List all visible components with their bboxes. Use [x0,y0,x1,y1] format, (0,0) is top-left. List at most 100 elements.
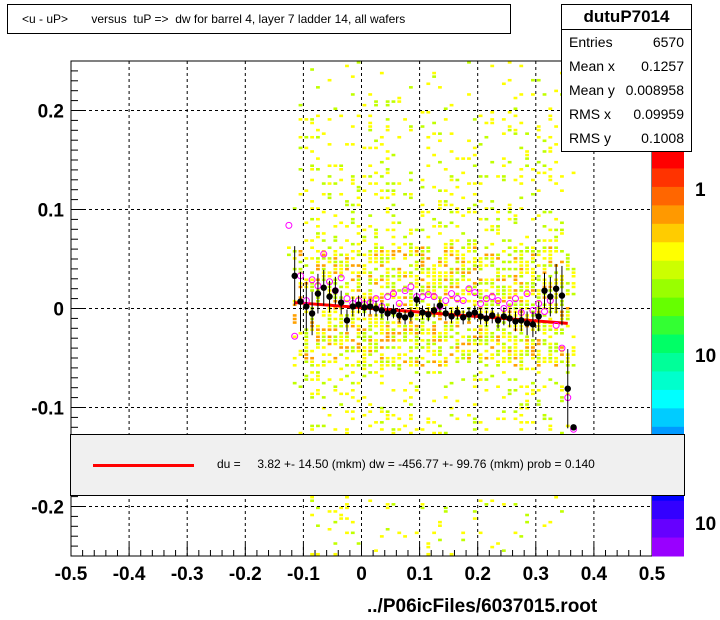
scatter-cell [414,388,419,392]
scatter-cell [548,360,553,364]
profile-black-point [448,313,455,320]
scatter-cell [339,274,344,278]
scatter-cell [333,328,338,331]
scatter-cell [472,417,477,421]
scatter-cell [316,364,320,367]
scatter-cell [513,378,518,381]
scatter-cell [368,164,373,168]
profile-black-point [436,302,444,309]
scatter-cell [490,299,495,303]
scatter-cell [571,346,576,349]
scatter-cell [362,228,367,232]
scatter-cell [368,260,373,264]
stats-label: Entries [569,34,613,50]
scatter-cell [327,510,332,513]
scatter-cell [554,125,559,128]
scatter-cell [565,257,570,260]
scatter-cell [513,274,518,278]
scatter-cell [426,342,431,346]
scatter-cell [461,271,466,274]
scatter-cell [385,100,390,103]
scatter-cell [467,182,471,185]
scatter-cell [438,160,442,164]
scatter-cell [548,146,553,150]
scatter-cell [339,367,344,371]
profile-black-point [477,313,484,320]
scatter-cell [345,331,349,335]
scatter-cell [356,289,361,292]
x-tick-label: 0.4 [581,564,608,585]
scatter-cell [432,321,437,324]
scatter-cell [565,292,570,296]
scatter-cell [432,296,437,299]
scatter-cell [356,364,361,367]
scatter-cell [554,328,559,331]
scatter-cell [327,328,332,331]
scatter-cell [560,331,564,335]
scatter-cell [461,214,466,217]
scatter-cell [339,331,344,335]
scatter-cell [339,339,344,342]
scatter-cell [461,378,466,381]
scatter-cell [548,417,553,421]
scatter-cell [565,307,570,310]
scatter-cell [385,207,390,210]
scatter-cell [536,289,541,292]
profile-black-point [535,313,542,320]
scatter-cell [356,360,361,364]
scatter-cell [565,267,570,271]
scatter-cell [571,285,576,289]
scatter-cell [385,118,390,121]
scatter-cell [397,324,402,328]
scatter-cell [408,274,413,278]
scatter-cell [414,274,419,278]
scatter-cell [356,542,361,545]
scatter-cell [304,374,309,378]
scatter-cell [513,346,518,349]
scatter-cell [321,264,326,267]
scatter-cell [339,392,344,396]
scatter-cell [397,289,402,292]
scatter-cell [501,549,506,552]
scatter-cell [548,264,553,267]
scatter-cell [513,364,518,367]
scatter-cell [507,210,512,214]
scatter-cell [345,267,349,271]
scatter-cell [304,278,309,282]
scatter-cell [449,381,454,385]
scatter-cell [385,171,390,175]
scatter-cell [345,203,349,207]
profile-magenta-point [395,300,403,308]
profile-black-point [471,309,478,316]
scatter-cell [379,381,384,385]
stats-value: 0.1257 [641,58,684,74]
scatter-cell [507,353,512,356]
scatter-cell [408,303,413,307]
scatter-cell [362,335,367,339]
scatter-cell [461,257,466,260]
scatter-cell [350,317,355,321]
scatter-cell [368,296,373,299]
scatter-cell [368,353,373,356]
scatter-cell [397,249,402,253]
scatter-cell [298,168,303,171]
scatter-cell [397,339,402,342]
scatter-cell [432,324,437,328]
scatter-cell [368,328,373,331]
scatter-cell [449,175,454,178]
scatter-cell [432,349,437,353]
scatter-cell [426,349,431,353]
scatter-cell [356,274,361,278]
scatter-cell [292,317,297,321]
scatter-cell [542,139,547,143]
scatter-cell [333,317,338,321]
scatter-cell [455,339,460,342]
scatter-cell [438,339,442,342]
scatter-cell [385,228,390,232]
scatter-cell [530,249,535,253]
scatter-cell [496,217,500,221]
x-tick-label: 0.2 [464,564,490,585]
scatter-cell [548,249,553,253]
scatter-cell [362,146,367,150]
scatter-cell [362,317,367,321]
